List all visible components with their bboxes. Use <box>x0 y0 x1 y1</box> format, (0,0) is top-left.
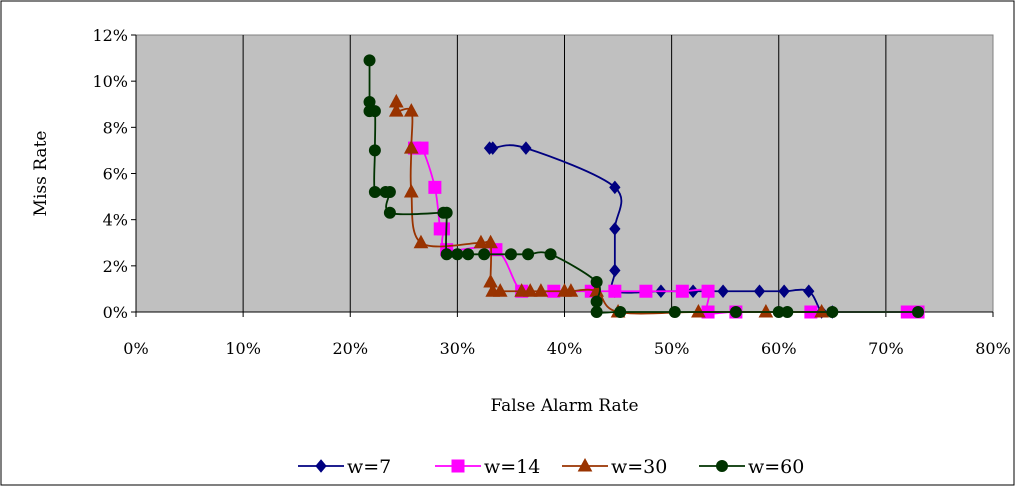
series-w-60 <box>363 54 925 318</box>
y-tick-label: 0% <box>103 303 128 322</box>
data-point-w-60 <box>614 306 627 318</box>
data-point-w-60 <box>590 306 603 318</box>
x-tick-label: 30% <box>440 339 476 358</box>
data-point-w-30 <box>814 303 829 318</box>
data-point-w-60 <box>383 185 396 198</box>
data-point-w-7 <box>520 141 532 155</box>
legend-marker-w-14 <box>451 459 465 473</box>
x-tick-label: 0% <box>123 339 148 358</box>
data-point-w-7 <box>609 222 621 236</box>
x-tick-label: 20% <box>332 339 368 358</box>
x-tick-label: 40% <box>547 339 583 358</box>
data-point-w-60 <box>363 54 376 67</box>
data-point-w-30 <box>483 273 498 288</box>
x-tick-label: 70% <box>868 339 904 358</box>
data-point-w-60 <box>478 248 491 261</box>
data-point-w-14 <box>608 284 622 298</box>
data-point-w-60 <box>504 248 517 261</box>
data-point-w-14 <box>675 284 689 298</box>
data-point-w-60 <box>781 306 794 318</box>
data-point-w-30 <box>403 103 419 117</box>
data-point-w-14 <box>701 284 715 298</box>
data-point-w-7 <box>778 284 790 299</box>
data-point-w-60 <box>462 248 475 261</box>
x-tick-label: 60% <box>761 339 797 358</box>
data-point-w-7 <box>487 141 499 155</box>
data-point-w-30 <box>563 283 579 297</box>
legend-marker-w-7 <box>315 459 327 473</box>
legend-item-w-30: w=30 <box>562 456 667 478</box>
legend-item-w-14: w=14 <box>435 456 540 478</box>
data-point-w-7 <box>609 263 621 278</box>
data-point-w-30 <box>388 103 404 117</box>
data-point-w-30 <box>413 234 429 249</box>
y-tick-label: 6% <box>103 165 128 184</box>
data-point-w-7 <box>753 284 766 299</box>
legend-label-w-60: w=60 <box>748 456 804 478</box>
y-axis-title: Miss Rate <box>31 131 51 217</box>
series-layer <box>363 54 925 319</box>
data-point-w-7 <box>609 180 621 195</box>
series-line-w-60 <box>368 60 919 314</box>
y-tick-label: 4% <box>103 211 128 230</box>
grid-layer <box>242 35 887 312</box>
x-tick-label: 50% <box>654 339 690 358</box>
data-point-w-30 <box>483 234 498 249</box>
data-point-w-60 <box>368 185 381 198</box>
data-point-w-14 <box>428 180 442 194</box>
legend: w=7 w=14 w=30 w=60 <box>298 456 804 478</box>
data-point-w-30 <box>403 140 419 154</box>
data-point-w-60 <box>383 206 396 219</box>
y-tick-label: 12% <box>92 26 128 45</box>
data-point-w-7 <box>717 284 729 299</box>
data-point-w-60 <box>590 295 603 308</box>
data-point-w-60 <box>451 248 464 261</box>
data-point-w-30 <box>403 183 419 198</box>
x-tick-label: 80% <box>975 339 1011 358</box>
x-tick-label: 10% <box>225 339 261 358</box>
legend-item-w-60: w=60 <box>699 456 804 478</box>
data-point-w-14 <box>415 141 429 155</box>
data-point-w-7 <box>803 284 815 299</box>
data-point-w-30 <box>758 303 774 318</box>
data-point-w-60 <box>368 144 381 157</box>
legend-marker-w-30 <box>577 457 593 472</box>
data-point-w-60 <box>912 306 925 318</box>
tick-label-layer: 0% 10% 20% 30% 40% 50% 60% 70% 80% 0% 2% 4% 6% 8% 10% 1… <box>92 26 1010 358</box>
data-point-w-30 <box>691 303 706 318</box>
legend-label-w-14: w=14 <box>484 456 540 478</box>
data-point-w-60 <box>440 206 453 219</box>
legend-marker-w-60 <box>716 460 728 472</box>
data-point-w-60 <box>729 306 742 318</box>
legend-item-w-7: w=7 <box>298 456 391 478</box>
data-point-w-14 <box>639 284 653 298</box>
data-point-w-30 <box>492 283 508 297</box>
data-point-w-60 <box>668 306 681 318</box>
legend-label-w-30: w=30 <box>611 456 667 478</box>
data-point-w-60 <box>544 248 557 261</box>
data-point-w-60 <box>368 105 381 118</box>
series-w-30 <box>388 93 829 318</box>
y-tick-label: 10% <box>92 72 128 91</box>
y-tick-label: 2% <box>103 257 128 276</box>
data-point-w-60 <box>522 248 535 261</box>
data-point-w-60 <box>590 275 603 288</box>
data-point-w-60 <box>440 248 453 261</box>
data-point-w-30 <box>473 234 489 249</box>
y-tick-label: 8% <box>103 118 128 137</box>
legend-label-w-7: w=7 <box>347 456 391 478</box>
data-point-w-60 <box>826 306 839 318</box>
data-point-w-30 <box>533 283 549 297</box>
x-axis-title: False Alarm Rate <box>490 396 638 416</box>
data-point-w-30 <box>522 283 538 297</box>
data-point-w-14 <box>436 222 450 236</box>
